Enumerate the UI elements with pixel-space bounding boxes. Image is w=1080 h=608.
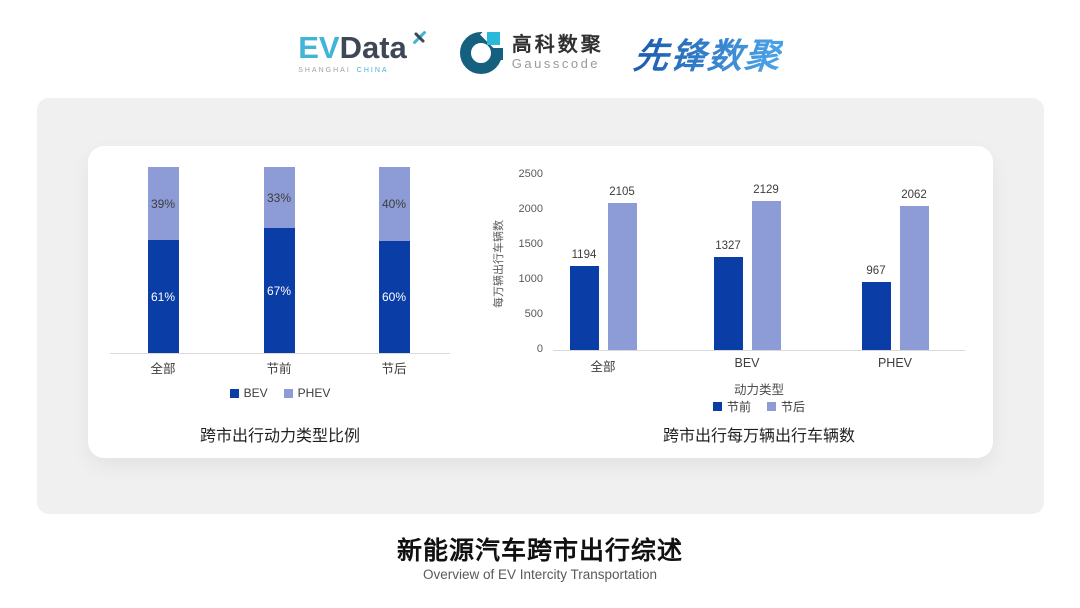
bar-节前	[569, 266, 599, 350]
evdata-subtitle: SHANGHAI CHINA	[298, 67, 429, 74]
evdata-shanghai-text: SHANGHAI	[298, 67, 351, 74]
y-tick-label: 0	[536, 343, 543, 355]
legend-label: 节后	[781, 400, 806, 414]
value-label: 2105	[609, 186, 635, 198]
gausscode-logo: 高科数聚 Gausscode	[459, 19, 604, 75]
value-label: 2062	[901, 189, 927, 201]
page-subtitle: Overview of EV Intercity Transportation	[422, 567, 658, 582]
category-label: 全部	[590, 360, 616, 374]
bev-bar-segment: 60%	[378, 241, 410, 353]
y-tick-label: 500	[524, 308, 543, 320]
bar-节前	[861, 282, 891, 350]
legend-item-节前: 节前	[712, 398, 751, 415]
y-tick-label: 2000	[518, 203, 543, 215]
x-axis-line	[553, 350, 965, 351]
header: EV Data SHANGHAI CHINA 高科数聚 Gausscode 先锋…	[0, 19, 1080, 86]
y-tick-label: 2500	[518, 168, 543, 180]
evdata-wordmark: EV Data	[298, 32, 429, 63]
xianfeng-logo: 先锋数聚	[631, 28, 784, 79]
left-chart-plot-area: 39% 61% 33% 67% 40% 60%	[110, 167, 450, 353]
legend: BEV PHEV	[110, 386, 450, 400]
left-chart: 39% 61% 33% 67% 40% 60% 跨市出行动力类型比例 全部 节前 节后 BEV P…	[88, 146, 508, 458]
value-label: 2129	[753, 184, 779, 196]
evdata-data-text: Data	[339, 30, 407, 65]
right-chart-plot-area: 1194 1327 967 2105 2129 2062	[553, 175, 965, 351]
right-chart: 每万辆出行车辆数 1194 1327 967 2105 2129 2062 动力类型 跨市…	[88, 146, 993, 458]
category-label: BEV	[734, 356, 760, 370]
value-label: 1194	[571, 249, 597, 261]
legend-swatch	[712, 402, 722, 411]
legend-item-PHEV: PHEV	[283, 386, 331, 400]
content-card: 39% 61% 33% 67% 40% 60% 跨市出行动力类型比例 全部 节前 节后 BEV P…	[37, 98, 1044, 514]
right-chart-x-axis-label: 动力类型	[733, 383, 784, 397]
category-label: PHEV	[877, 356, 913, 370]
bev-bar-segment: 67%	[263, 228, 295, 353]
legend-label: BEV	[243, 386, 268, 400]
legend-item-BEV: BEV	[229, 386, 268, 400]
y-tick-label: 1500	[518, 238, 543, 250]
gausscode-cn-text: 高科数聚	[511, 34, 604, 57]
phev-bar-segment: 33%	[263, 167, 295, 228]
bar-节后	[899, 206, 929, 350]
evdata-china-text: CHINA	[356, 67, 389, 74]
bar-节后	[751, 201, 781, 350]
evdata-ev-text: EV	[298, 30, 340, 65]
value-label: 1327	[715, 240, 741, 252]
legend-item-节后: 节后	[767, 398, 805, 415]
x-axis-line	[110, 353, 450, 354]
legend-label: PHEV	[297, 386, 331, 400]
legend: 节前 节后	[553, 398, 965, 415]
legend-label: 节前	[726, 400, 751, 414]
evdata-logo: EV Data SHANGHAI CHINA	[298, 32, 429, 74]
page-title: 新能源汽车跨市出行综述	[396, 537, 683, 565]
bev-bar-segment: 61%	[147, 240, 179, 353]
legend-swatch	[283, 388, 293, 398]
legend-swatch	[229, 388, 239, 398]
right-chart-title: 跨市出行每万辆出行车辆数	[662, 428, 855, 445]
legend-swatch	[767, 402, 776, 411]
phev-bar-segment: 39%	[147, 167, 179, 240]
gausscode-cyan-square	[486, 32, 500, 45]
y-tick-label: 1000	[518, 273, 543, 285]
sparkle-icon	[409, 28, 429, 48]
chart-panel: 39% 61% 33% 67% 40% 60% 跨市出行动力类型比例 全部 节前 节后 BEV P…	[88, 146, 993, 458]
category-label: 全部	[150, 362, 176, 376]
bar-节后	[607, 203, 637, 350]
gausscode-g-icon	[459, 19, 514, 75]
category-label: 节后	[381, 362, 407, 376]
gausscode-dark-square	[490, 48, 503, 60]
value-label: 967	[866, 265, 886, 277]
left-chart-title: 跨市出行动力类型比例	[199, 428, 360, 445]
phev-bar-segment: 40%	[378, 167, 410, 241]
gausscode-en-text: Gausscode	[511, 56, 601, 72]
bar-节前	[713, 257, 743, 350]
category-label: 节前	[266, 362, 292, 376]
gausscode-wordmark: 高科数聚 Gausscode	[512, 34, 604, 72]
